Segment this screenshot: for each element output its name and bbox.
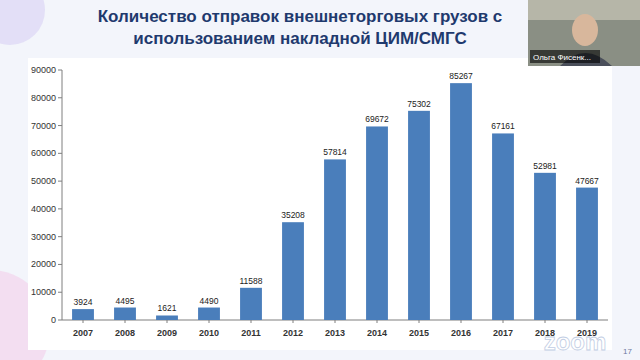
x-tick bbox=[461, 320, 462, 323]
bar bbox=[156, 315, 178, 320]
slide-number: 17 bbox=[623, 347, 632, 356]
bar bbox=[450, 83, 472, 320]
y-tick bbox=[58, 125, 62, 126]
bar bbox=[114, 308, 136, 320]
bar bbox=[282, 222, 304, 320]
title: Количество отправок внешнеторговых грузо… bbox=[98, 7, 503, 48]
data-label: 3924 bbox=[74, 297, 93, 307]
x-tick bbox=[251, 320, 252, 323]
name-tag bbox=[530, 50, 600, 63]
data-label: 4490 bbox=[200, 296, 219, 306]
x-tick bbox=[167, 320, 168, 323]
decor bbox=[0, 0, 45, 45]
y-axis bbox=[62, 70, 63, 320]
x-tick bbox=[209, 320, 210, 323]
title-line: Количество отправок внешнеторговых грузо… bbox=[98, 7, 503, 26]
data-label: 1621 bbox=[158, 303, 177, 313]
x-tick bbox=[545, 320, 546, 323]
x-tick-label: 2009 bbox=[157, 328, 177, 338]
y-tick bbox=[58, 97, 62, 98]
participant-name: Ольга Фисенк... bbox=[533, 53, 591, 62]
x-tick-label: 2010 bbox=[199, 328, 219, 338]
data-label: 85267 bbox=[449, 71, 473, 81]
bar bbox=[366, 126, 388, 320]
data-label: 67161 bbox=[491, 121, 515, 131]
x-tick bbox=[83, 320, 84, 323]
x-tick bbox=[377, 320, 378, 323]
x-tick-label: 2013 bbox=[325, 328, 345, 338]
y-tick-label: 50000 bbox=[31, 176, 56, 186]
bar bbox=[198, 308, 220, 320]
bars bbox=[72, 83, 598, 320]
x-tick-label: 2016 bbox=[451, 328, 471, 338]
y-tick bbox=[58, 70, 62, 71]
y-tick bbox=[58, 208, 62, 209]
y-tick-label: 70000 bbox=[31, 121, 56, 131]
y-tick-label: 60000 bbox=[31, 148, 56, 158]
y-tick-label: 10000 bbox=[31, 287, 56, 297]
x-tick-label: 2007 bbox=[73, 328, 93, 338]
y-tick bbox=[58, 181, 62, 182]
y-tick bbox=[58, 320, 62, 321]
data-label: 52981 bbox=[533, 161, 557, 171]
y-tick-label: 0 bbox=[51, 315, 56, 325]
y-tick bbox=[58, 236, 62, 237]
x-tick bbox=[419, 320, 420, 323]
data-label: 11588 bbox=[239, 276, 262, 286]
data-label: 35208 bbox=[281, 210, 305, 220]
y-tick-label: 20000 bbox=[31, 259, 56, 269]
bar bbox=[576, 188, 598, 320]
chart-area bbox=[28, 58, 612, 350]
bar bbox=[324, 159, 346, 320]
y-tick-label: 90000 bbox=[31, 65, 56, 75]
x-tick bbox=[125, 320, 126, 323]
y-tick-label: 80000 bbox=[31, 93, 56, 103]
x-tick-label: 2008 bbox=[115, 328, 135, 338]
x-tick-label: 2014 bbox=[367, 328, 387, 338]
x-tick-label: 2017 bbox=[493, 328, 513, 338]
x-tick-label: 2011 bbox=[241, 328, 261, 338]
x-tick-label: 2015 bbox=[409, 328, 429, 338]
video-face bbox=[572, 14, 598, 46]
bar bbox=[492, 133, 514, 320]
bar bbox=[534, 173, 556, 320]
video-thumbnail bbox=[528, 0, 640, 66]
title-line: использованием накладной ЦИМ/СМГС bbox=[133, 29, 466, 48]
x-tick bbox=[335, 320, 336, 323]
bar bbox=[72, 309, 94, 320]
data-label: 57814 bbox=[323, 147, 347, 157]
x-tick bbox=[587, 320, 588, 323]
y-tick bbox=[58, 264, 62, 265]
background bbox=[0, 0, 640, 360]
data-label: 69672 bbox=[365, 114, 389, 124]
x-tick bbox=[503, 320, 504, 323]
y-tick bbox=[58, 292, 62, 293]
y-tick-label: 40000 bbox=[31, 204, 56, 214]
x-tick-label: 2012 bbox=[283, 328, 303, 338]
y-tick bbox=[58, 153, 62, 154]
slide: Количество отправок внешнеторговых грузо… bbox=[0, 0, 640, 360]
data-label: 75302 bbox=[407, 99, 431, 109]
x-tick bbox=[293, 320, 294, 323]
bar bbox=[240, 288, 262, 320]
data-label: 4495 bbox=[116, 296, 135, 306]
zoom-watermark: zoom bbox=[544, 328, 607, 355]
data-label: 47667 bbox=[575, 176, 599, 186]
y-tick-label: 30000 bbox=[31, 232, 56, 242]
bar bbox=[408, 111, 430, 320]
